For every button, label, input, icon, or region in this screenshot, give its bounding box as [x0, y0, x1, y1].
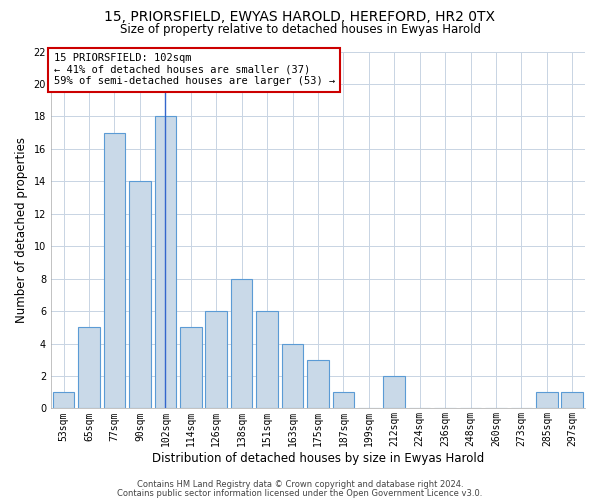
Text: 15 PRIORSFIELD: 102sqm
← 41% of detached houses are smaller (37)
59% of semi-det: 15 PRIORSFIELD: 102sqm ← 41% of detached… — [53, 54, 335, 86]
Bar — [180, 328, 202, 408]
Text: Contains public sector information licensed under the Open Government Licence v3: Contains public sector information licen… — [118, 488, 482, 498]
Bar — [231, 278, 253, 408]
Bar — [129, 182, 151, 408]
Bar — [155, 116, 176, 408]
Bar — [282, 344, 304, 408]
Bar — [307, 360, 329, 408]
Text: Contains HM Land Registry data © Crown copyright and database right 2024.: Contains HM Land Registry data © Crown c… — [137, 480, 463, 489]
Bar — [205, 311, 227, 408]
Bar — [256, 311, 278, 408]
Bar — [104, 132, 125, 408]
Bar — [562, 392, 583, 408]
Y-axis label: Number of detached properties: Number of detached properties — [15, 137, 28, 323]
Bar — [53, 392, 74, 408]
Text: 15, PRIORSFIELD, EWYAS HAROLD, HEREFORD, HR2 0TX: 15, PRIORSFIELD, EWYAS HAROLD, HEREFORD,… — [104, 10, 496, 24]
X-axis label: Distribution of detached houses by size in Ewyas Harold: Distribution of detached houses by size … — [152, 452, 484, 465]
Bar — [78, 328, 100, 408]
Bar — [536, 392, 557, 408]
Bar — [332, 392, 354, 408]
Text: Size of property relative to detached houses in Ewyas Harold: Size of property relative to detached ho… — [119, 22, 481, 36]
Bar — [383, 376, 405, 408]
